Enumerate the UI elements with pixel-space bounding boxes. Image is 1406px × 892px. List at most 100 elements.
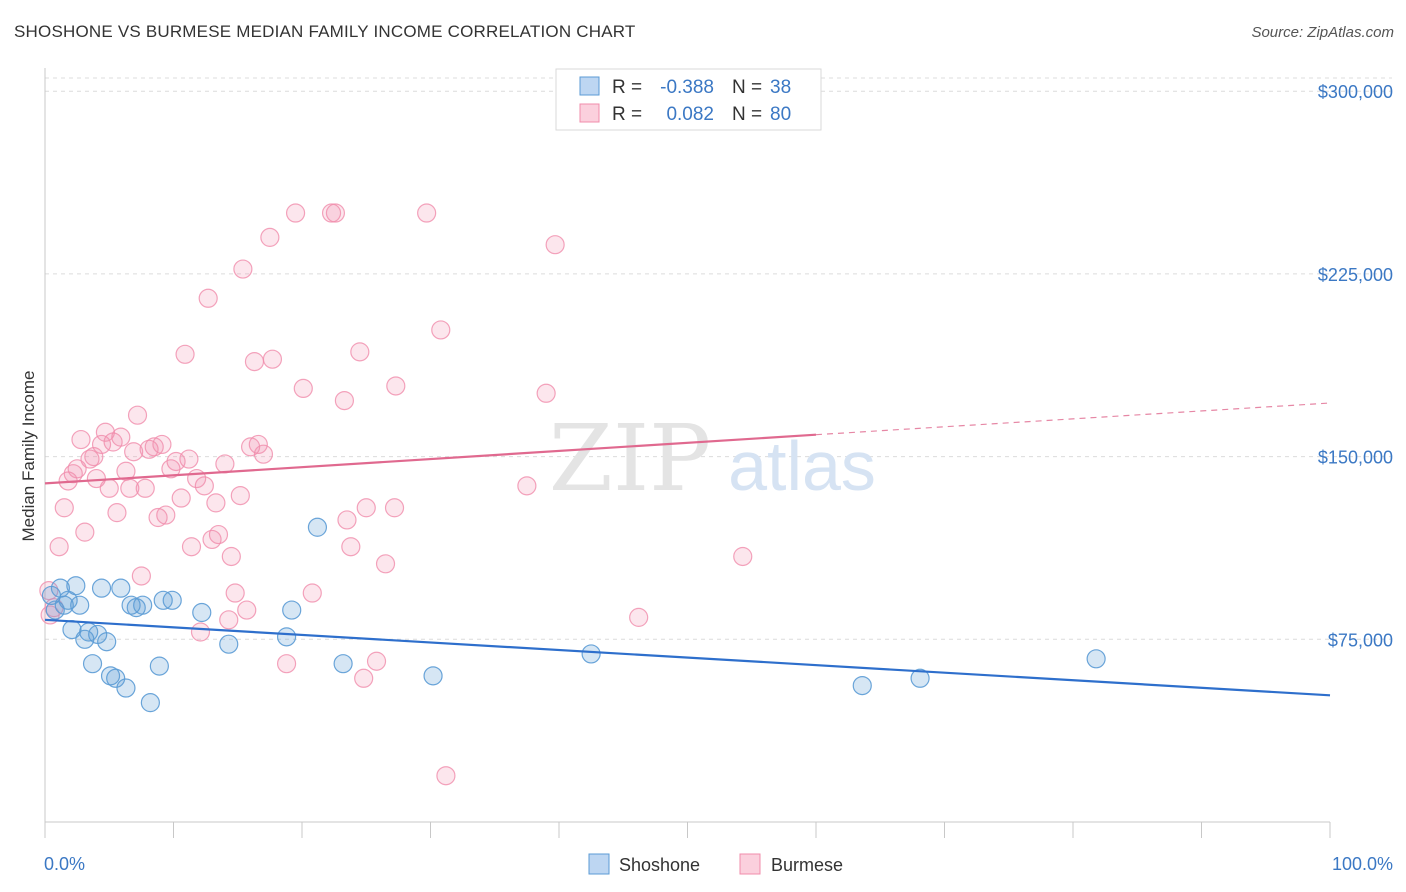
burmese-point — [127, 405, 148, 425]
burmese-point — [417, 203, 437, 223]
shoshone-point — [852, 675, 872, 696]
burmese-point — [148, 507, 168, 528]
shoshone-point — [133, 595, 153, 615]
shoshone-point — [307, 517, 328, 537]
legend-r-value-1: -0.388 — [660, 77, 714, 98]
burmese-point — [337, 510, 357, 530]
burmese-trend-line — [44, 433, 817, 485]
burmese-point — [95, 422, 115, 442]
burmese-point — [366, 651, 387, 671]
burmese-point — [208, 524, 229, 545]
legend-n-label-2: N = — [732, 104, 762, 125]
shoshone-point — [140, 693, 160, 713]
burmese-point — [262, 349, 283, 369]
shoshone-point — [66, 576, 86, 596]
shoshone-point — [116, 678, 136, 698]
shoshone-point — [333, 654, 353, 674]
burmese-point — [293, 378, 313, 399]
burmese-point — [225, 583, 245, 603]
watermark: ZIP atlas — [549, 405, 876, 512]
burmese-point — [276, 654, 297, 674]
burmese-point — [536, 383, 556, 403]
shoshone-point — [149, 656, 169, 676]
y-axis-label: Median Family Income — [19, 370, 38, 541]
legend: R = -0.388 N = 38 R = 0.082 N = 80 — [555, 68, 822, 131]
burmese-point — [152, 434, 172, 455]
burmese-point — [144, 437, 164, 457]
burmese-point — [253, 444, 274, 464]
x-tick-label: 100.0% — [1332, 854, 1393, 874]
shoshone-point — [100, 666, 121, 686]
burmese-point — [350, 342, 370, 362]
burmese-point — [181, 537, 202, 557]
burmese-point — [171, 488, 191, 508]
burmese-point — [190, 622, 211, 642]
shoshone-point — [581, 644, 601, 664]
x-tick-label: 0.0% — [44, 854, 85, 874]
shoshone-point — [111, 578, 131, 598]
shoshone-point — [82, 654, 103, 674]
burmese-point — [194, 476, 214, 496]
burmese-point — [244, 352, 265, 372]
shoshone-point — [106, 668, 126, 688]
legend-n-value-1: 38 — [770, 77, 791, 98]
burmese-point — [198, 288, 218, 308]
legend-n-value-2: 80 — [770, 104, 791, 125]
shoshone-point — [1086, 649, 1106, 669]
burmese-point — [334, 390, 355, 411]
y-tick-label: $75,000 — [1328, 630, 1393, 650]
shoshone-point — [219, 634, 239, 654]
burmese-point — [386, 376, 406, 396]
burmese-point — [71, 429, 91, 450]
shoshone-point — [97, 632, 117, 652]
burmese-point — [237, 600, 257, 620]
bottom-legend-swatch-burmese — [739, 853, 761, 875]
shoshone-points — [41, 517, 1106, 713]
shoshone-point — [282, 600, 302, 620]
x-tick-labels: 0.0% 100.0% — [44, 854, 1393, 874]
burmese-point — [436, 766, 456, 786]
burmese-point — [545, 235, 565, 255]
burmese-point — [139, 439, 159, 459]
burmese-point — [354, 668, 374, 688]
burmese-point — [124, 442, 144, 462]
burmese-point — [91, 434, 112, 455]
legend-swatch-shoshone — [579, 76, 600, 96]
legend-n-label-1: N = — [732, 77, 762, 98]
bottom-legend-label-burmese: Burmese — [771, 855, 843, 875]
shoshone-point — [91, 578, 112, 598]
burmese-point — [179, 449, 199, 469]
burmese-point — [111, 427, 131, 447]
shoshone-point — [192, 602, 212, 623]
burmese-point — [99, 478, 119, 498]
watermark-atlas: atlas — [728, 427, 876, 505]
burmese-point — [356, 498, 376, 518]
bottom-legend-swatch-shoshone — [588, 853, 610, 875]
legend-box — [555, 68, 822, 131]
burmese-point — [517, 476, 537, 496]
bottom-legend-label-shoshone: Shoshone — [619, 855, 700, 875]
legend-r-value-2: 0.082 — [666, 104, 714, 125]
burmese-point — [233, 259, 253, 279]
burmese-point — [215, 454, 235, 474]
shoshone-point — [45, 600, 65, 620]
burmese-point — [285, 203, 306, 223]
burmese-point — [75, 522, 95, 542]
burmese-point — [84, 447, 104, 467]
burmese-trend-extension — [815, 402, 1331, 436]
burmese-point — [260, 227, 280, 247]
axes — [44, 68, 1331, 838]
y-tick-labels: $75,000 $150,000 $225,000 $300,000 — [1318, 82, 1393, 650]
burmese-point — [175, 344, 195, 364]
burmese-point — [733, 546, 753, 567]
burmese-point — [431, 320, 451, 340]
legend-swatch-burmese — [579, 103, 600, 123]
shoshone-point — [162, 590, 182, 610]
burmese-point — [67, 459, 87, 479]
trend-lines — [44, 402, 1331, 697]
chart-title: SHOSHONE VS BURMESE MEDIAN FAMILY INCOME… — [14, 22, 636, 41]
burmese-point — [230, 485, 250, 506]
legend-r-label-1: R = — [612, 77, 642, 98]
burmese-point — [629, 607, 649, 627]
